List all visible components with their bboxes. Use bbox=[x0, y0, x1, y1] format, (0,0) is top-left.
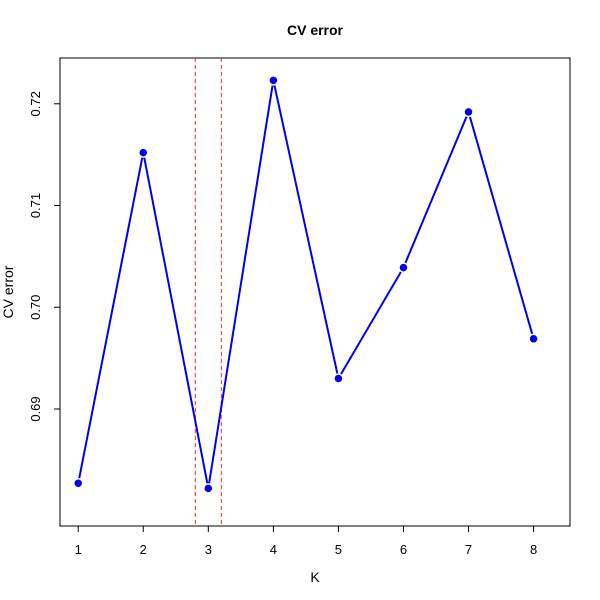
data-point bbox=[528, 333, 539, 345]
x-tick-label: 7 bbox=[465, 542, 472, 557]
data-points bbox=[72, 75, 539, 494]
plot-frame bbox=[59, 57, 571, 527]
y-axis-label: CV error bbox=[0, 265, 16, 318]
y-axis: 0.69 0.70 0.71 0.72 bbox=[28, 91, 60, 422]
data-point bbox=[72, 478, 84, 489]
x-tick-label: 8 bbox=[530, 542, 537, 557]
x-axis: 1 2 3 4 5 6 7 8 bbox=[75, 526, 537, 557]
x-tick-label: 6 bbox=[400, 542, 407, 557]
x-tick-label: 3 bbox=[205, 542, 212, 557]
x-tick-label: 2 bbox=[140, 542, 147, 557]
y-tick-label: 0.72 bbox=[28, 91, 43, 116]
x-tick-label: 5 bbox=[335, 542, 342, 557]
data-point bbox=[203, 483, 214, 494]
x-axis-label: K bbox=[310, 569, 320, 585]
data-point bbox=[333, 373, 344, 384]
x-tick-label: 1 bbox=[75, 542, 82, 557]
data-point bbox=[398, 262, 409, 273]
reference-lines bbox=[194, 58, 222, 526]
data-point bbox=[138, 147, 149, 158]
series-line bbox=[77, 80, 535, 489]
data-point bbox=[463, 106, 474, 118]
y-tick-label: 0.71 bbox=[28, 193, 43, 218]
y-tick-label: 0.69 bbox=[28, 396, 43, 421]
x-tick-label: 4 bbox=[270, 542, 277, 557]
chart-title: CV error bbox=[287, 22, 344, 38]
data-point bbox=[268, 75, 279, 86]
y-tick-label: 0.70 bbox=[28, 295, 43, 320]
